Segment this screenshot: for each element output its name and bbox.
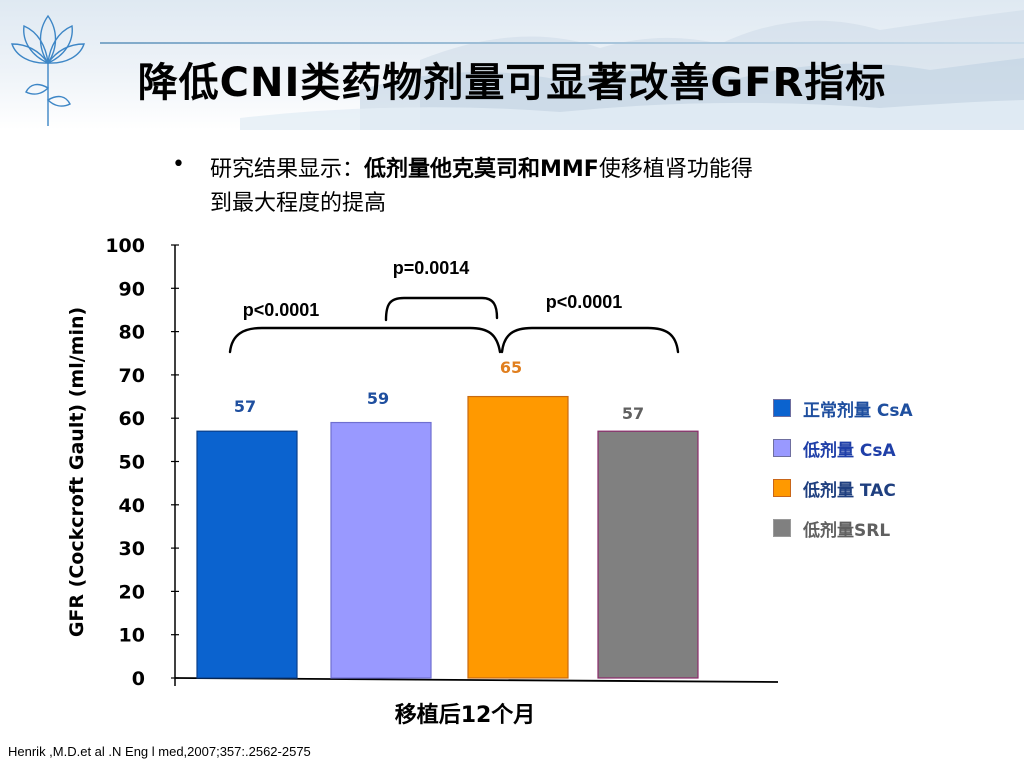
y-tick-label: 20 (119, 581, 145, 603)
legend-item-low-srl: 低剂量SRL (773, 508, 1003, 548)
legend-label-low-tac: 低剂量 TAC (803, 480, 896, 501)
y-tick-label: 60 (119, 408, 145, 430)
x-axis-line (174, 677, 779, 683)
slide-title: 降低CNI类药物剂量可显著改善GFR指标 (137, 60, 887, 106)
bullet-suffix: 使移植肾功能得 (598, 157, 753, 182)
legend-item-normal-csa: 正常剂量 CsA (773, 388, 1003, 428)
comparison-bracket (384, 296, 499, 322)
bullet-text: 研究结果显示：低剂量他克莫司和MMF使移植肾功能得 到最大程度的提高 (210, 153, 930, 221)
legend-swatch-low-tac (773, 479, 791, 497)
bar-value-label: 59 (367, 389, 389, 408)
x-axis-label: 移植后12个月 (394, 703, 536, 728)
bullet-highlight: 低剂量他克莫司和MMF (364, 157, 599, 182)
header-rule (100, 42, 1024, 44)
legend-label-low-csa: 低剂量 CsA (803, 440, 896, 461)
y-axis-label: GFR (Cockcroft Gault) (ml/min) (66, 307, 88, 637)
bar-value-label: 57 (234, 397, 256, 416)
y-tick-label: 80 (119, 322, 145, 344)
legend-swatch-normal-csa (773, 399, 791, 417)
citation: Henrik ,M.D.et al .N Eng l med,2007;357:… (8, 744, 311, 759)
bar (467, 395, 569, 679)
bar (597, 430, 699, 679)
p-value-label: p<0.0001 (243, 300, 320, 320)
y-tick-label: 90 (119, 278, 145, 300)
legend-swatch-low-csa (773, 439, 791, 457)
y-tick-label: 100 (105, 235, 145, 257)
bullet-point-icon: • (172, 152, 185, 177)
y-tick-label: 40 (119, 495, 145, 517)
comparison-bracket (228, 326, 502, 354)
mountain-background (240, 10, 1024, 130)
legend-item-low-tac: 低剂量 TAC (773, 468, 1003, 508)
bar (196, 430, 298, 679)
bullet-line-2: 到最大程度的提高 (210, 191, 387, 216)
p-value-label: p<0.0001 (546, 292, 623, 312)
bar (330, 421, 432, 679)
y-tick-label: 70 (119, 365, 145, 387)
lotus-logo-icon (11, 14, 85, 126)
comparison-bracket (500, 326, 680, 354)
legend-label-normal-csa: 正常剂量 CsA (803, 400, 913, 421)
bar-value-label: 57 (622, 404, 644, 423)
y-tick-label: 10 (119, 625, 145, 647)
y-tick-label: 30 (119, 538, 145, 560)
y-tick-label: 0 (132, 668, 145, 690)
bullet-prefix: 研究结果显示： (210, 157, 365, 182)
legend-swatch-low-srl (773, 519, 791, 537)
legend-item-low-csa: 低剂量 CsA (773, 428, 1003, 468)
y-tick-label: 50 (119, 452, 145, 474)
chart-legend: 正常剂量 CsA 低剂量 CsA 低剂量 TAC 低剂量SRL (773, 388, 1003, 548)
legend-label-low-srl: 低剂量SRL (803, 520, 891, 541)
p-value-label: p=0.0014 (393, 258, 470, 278)
bar-value-label: 65 (500, 358, 522, 377)
